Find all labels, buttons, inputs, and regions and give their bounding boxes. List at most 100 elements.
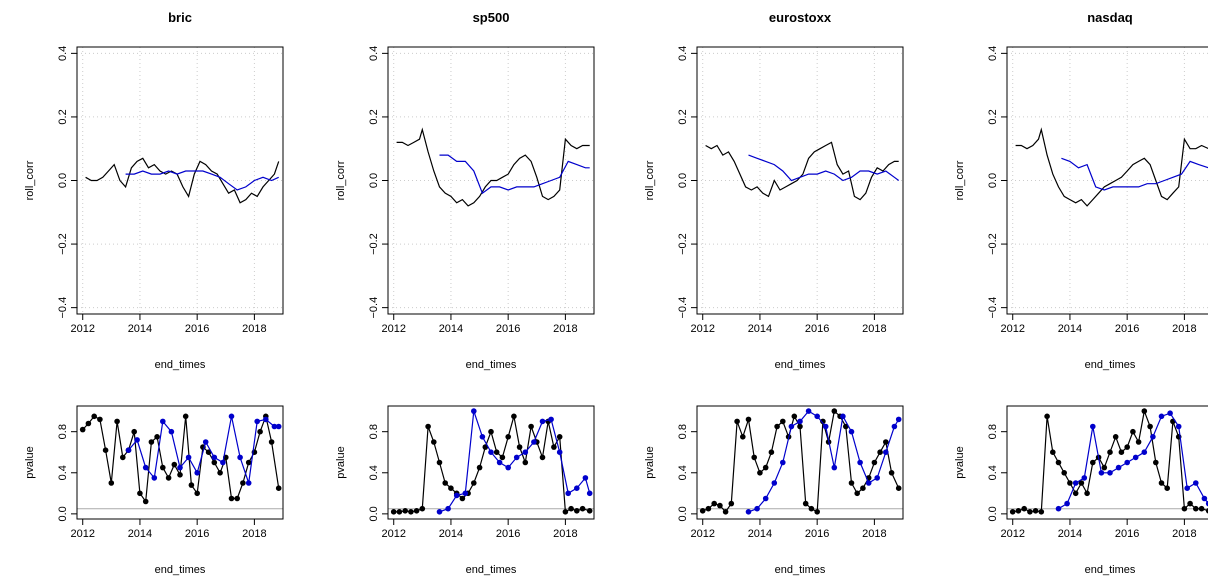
data-point (257, 428, 263, 435)
data-point (1175, 423, 1182, 430)
data-point (1015, 508, 1022, 514)
data-point (556, 449, 563, 456)
data-point (1141, 449, 1148, 456)
data-point (797, 418, 803, 425)
x-tick-label: 2012 (1000, 528, 1024, 540)
data-point (228, 495, 235, 502)
x-tick-label: 2016 (1115, 323, 1139, 335)
x-tick-label: 2016 (1115, 528, 1139, 540)
data-point (390, 509, 397, 515)
y-tick-label: 0.2 (987, 109, 999, 124)
data-point (831, 464, 838, 471)
data-point (1164, 485, 1170, 492)
data-point (234, 495, 240, 502)
data-point (582, 475, 589, 481)
data-point (586, 508, 593, 514)
data-point (1090, 423, 1096, 430)
data-point (185, 454, 192, 461)
y-tick-label: 0.4 (677, 46, 689, 61)
x-tick-label: 2012 (690, 528, 714, 540)
data-point (217, 470, 223, 476)
data-point (771, 480, 778, 486)
data-point (1078, 480, 1085, 486)
data-point (505, 434, 512, 440)
x-axis-label: end_times (466, 564, 517, 576)
x-tick-label: 2016 (185, 528, 209, 540)
data-point (705, 505, 712, 512)
series-line-black (85, 157, 280, 204)
data-point (275, 485, 282, 492)
data-point (131, 428, 137, 435)
y-tick-label: −0.2 (57, 233, 69, 255)
y-tick-label: 0.4 (57, 46, 69, 61)
data-point (245, 480, 252, 486)
x-tick-label: 2014 (748, 528, 772, 540)
data-point (1061, 470, 1067, 476)
data-point (1038, 509, 1045, 515)
data-point (91, 413, 97, 420)
data-point (1112, 434, 1119, 440)
data-point (797, 423, 803, 430)
y-tick-label: 0.8 (987, 424, 999, 439)
data-point (728, 500, 735, 507)
data-point (154, 434, 160, 440)
data-point (431, 439, 437, 445)
data-point (831, 408, 838, 414)
data-point (531, 439, 537, 445)
data-point (413, 508, 420, 514)
data-point (1027, 509, 1033, 515)
data-point (1201, 495, 1208, 502)
data-point (711, 500, 717, 507)
y-tick-label: 0.4 (368, 46, 380, 61)
data-point (1158, 413, 1165, 420)
y-tick-label: 0.2 (368, 109, 380, 124)
data-point (171, 461, 178, 468)
data-point (774, 423, 780, 430)
series-line-blue (748, 154, 900, 182)
data-point (1135, 439, 1142, 445)
y-axis-label: roll_corr (954, 160, 966, 200)
data-point (1150, 434, 1156, 440)
x-tick-label: 2016 (805, 323, 829, 335)
data-point (888, 470, 895, 476)
data-point (1098, 470, 1105, 476)
data-point (148, 439, 155, 445)
data-point (740, 434, 746, 440)
data-point (1072, 480, 1079, 486)
data-point (1118, 449, 1125, 456)
y-tick-label: −0.2 (368, 233, 380, 255)
data-point (1055, 505, 1062, 512)
x-axis-label: end_times (1085, 564, 1136, 576)
x-tick-label: 2012 (690, 323, 714, 335)
chart-title: bric (168, 10, 192, 25)
data-point (1021, 505, 1027, 512)
y-tick-label: 0.4 (677, 465, 689, 480)
data-point (840, 413, 846, 420)
y-axis-label: roll_corr (24, 160, 36, 200)
data-point (757, 470, 763, 476)
y-axis-label: pvalue (954, 446, 966, 478)
plot-frame (76, 405, 284, 520)
x-tick-label: 2016 (805, 528, 829, 540)
data-point (1084, 490, 1090, 497)
data-point (865, 480, 872, 486)
y-tick-label: 0.4 (368, 465, 380, 480)
data-point (471, 408, 477, 414)
series-line-black (82, 414, 280, 504)
data-point (102, 447, 109, 454)
x-tick-label: 2012 (70, 528, 94, 540)
data-point (453, 492, 460, 499)
data-point (425, 423, 431, 430)
series-line-blue (1058, 412, 1208, 510)
data-point (1090, 459, 1096, 466)
data-point (228, 413, 235, 420)
data-point (883, 449, 889, 456)
x-axis-label: end_times (775, 359, 826, 371)
x-tick-label: 2014 (748, 323, 772, 335)
data-point (445, 505, 451, 512)
data-point (202, 439, 209, 445)
data-point (1044, 413, 1050, 420)
series-line-black (396, 127, 590, 207)
data-point (182, 413, 189, 420)
